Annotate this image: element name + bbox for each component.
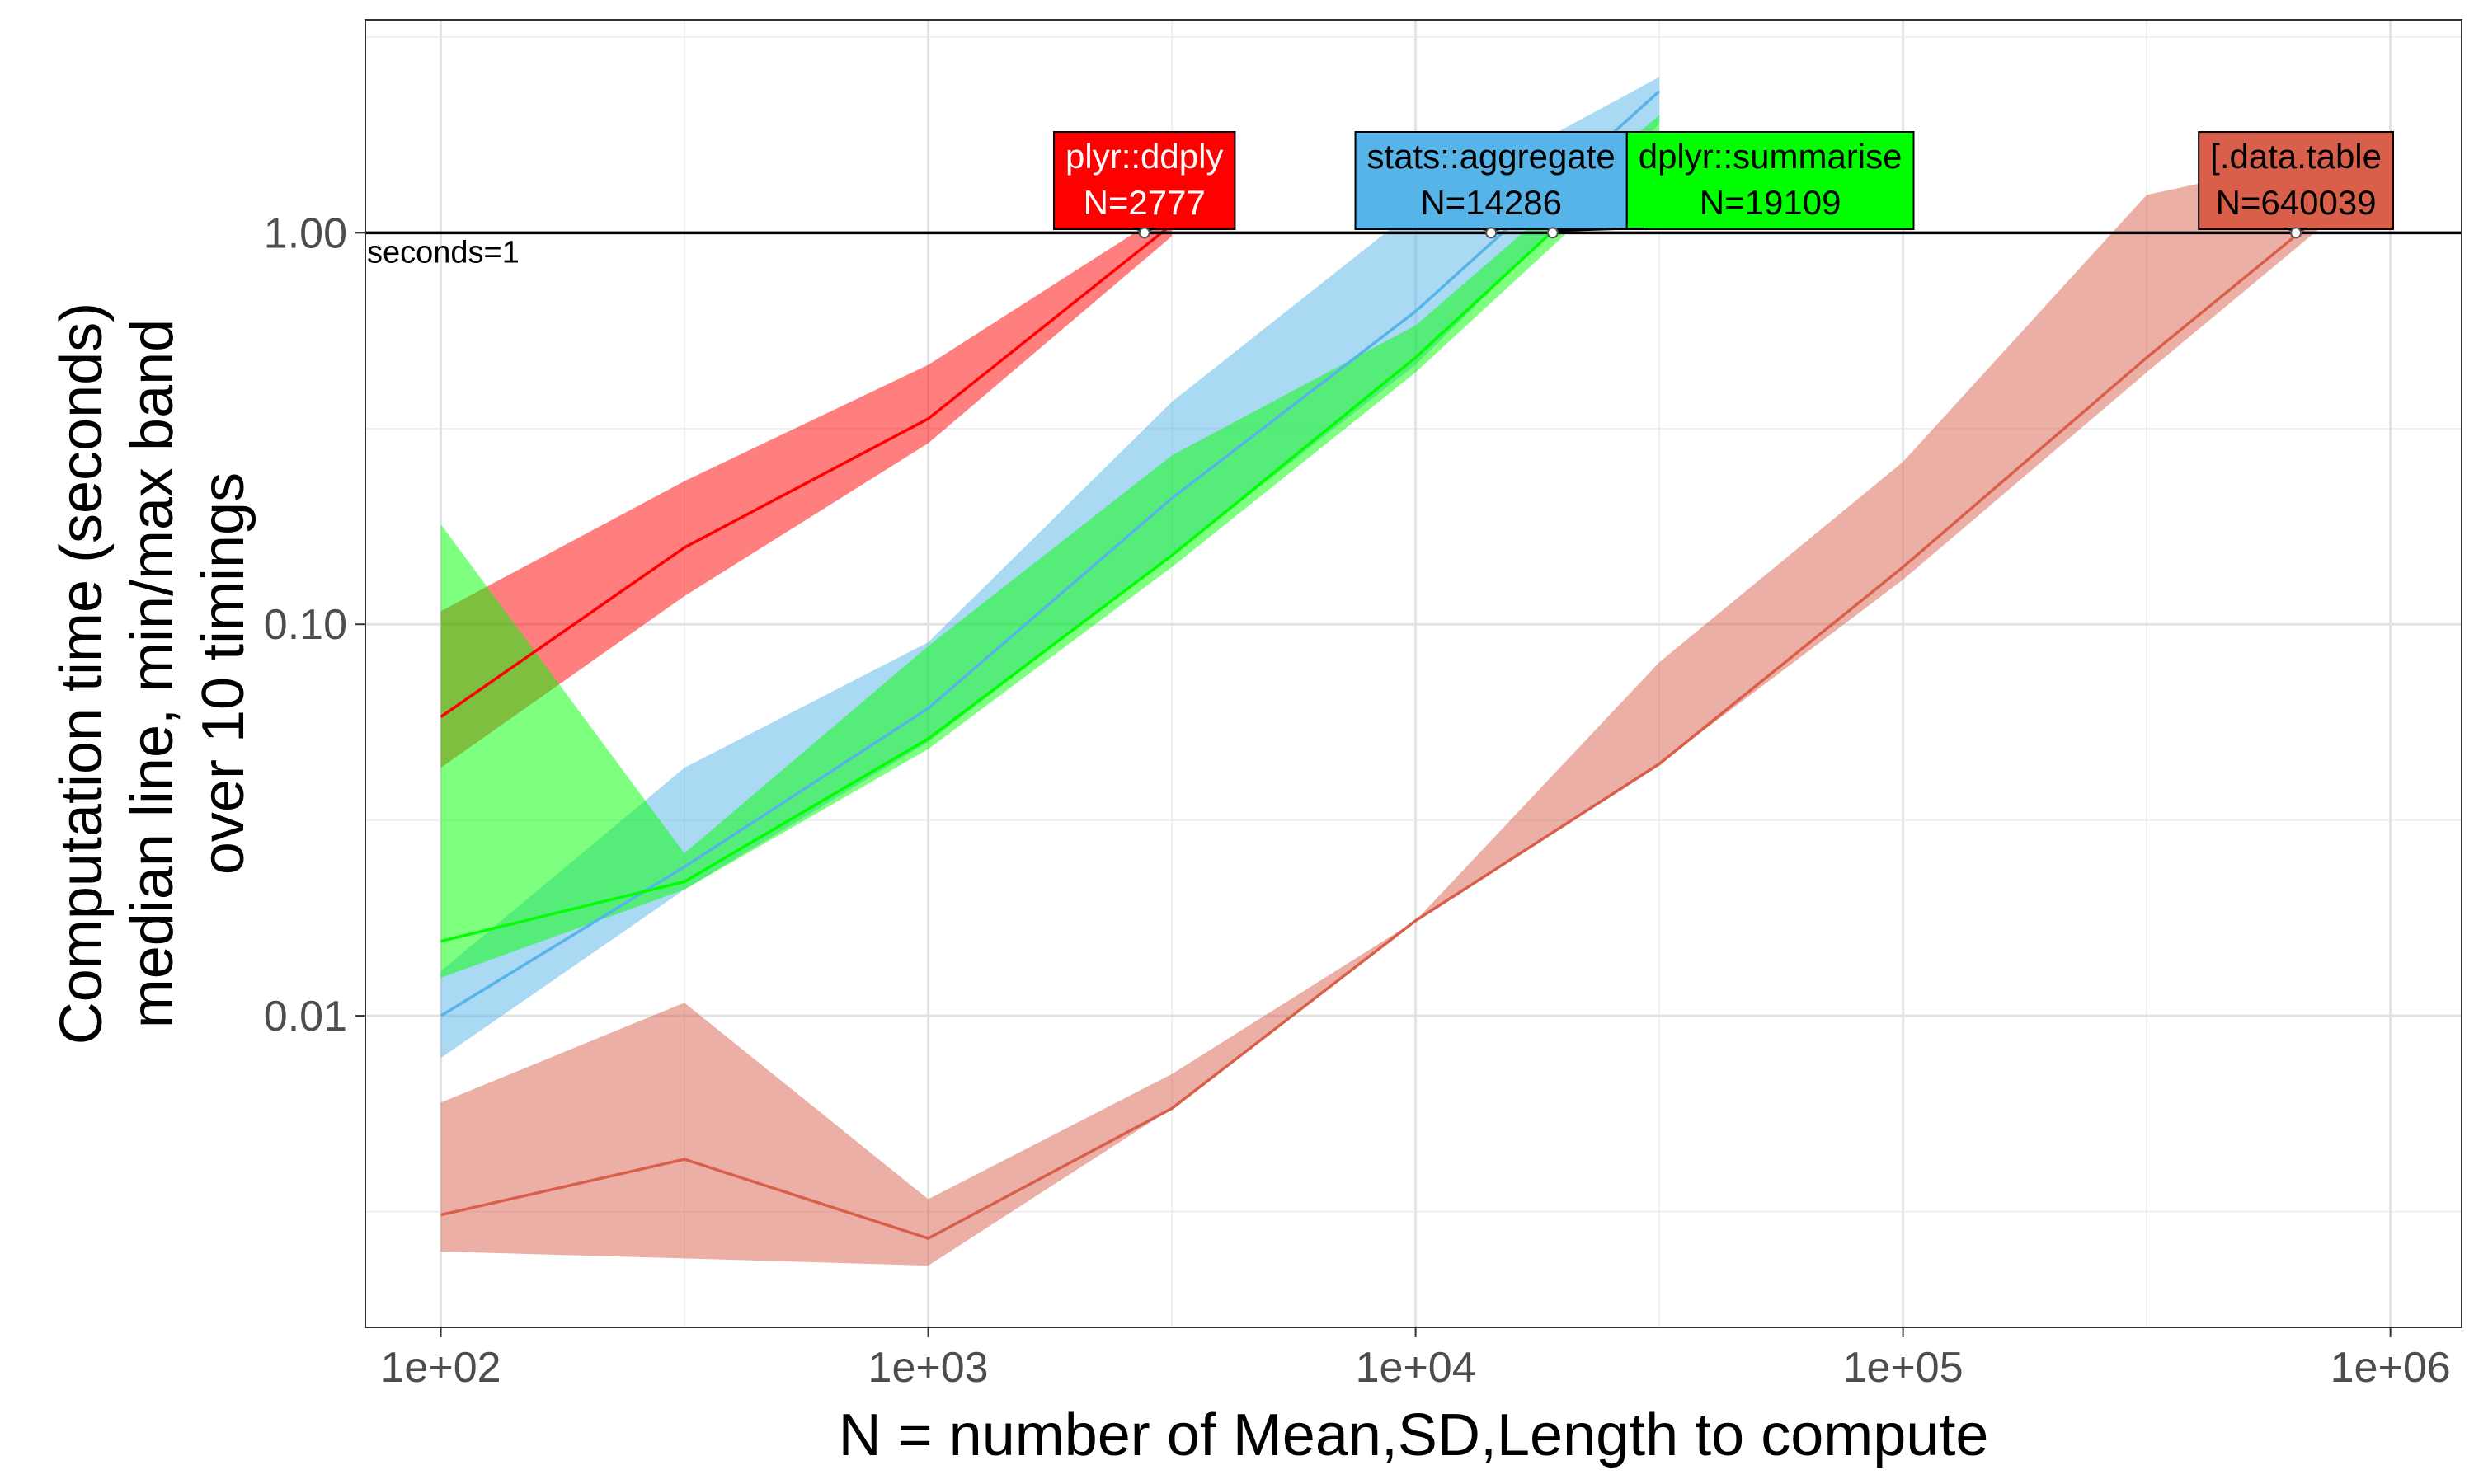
callout-series-name: stats::aggregate xyxy=(1367,137,1616,176)
x-tick-label: 1e+06 xyxy=(2331,1344,2451,1392)
y-tick-label: 0.01 xyxy=(264,993,347,1040)
y-tick-label: 1.00 xyxy=(264,209,347,257)
y-axis-title-line: median line, min/max band xyxy=(120,319,186,1028)
callout-point xyxy=(1485,227,1498,239)
callout-box xyxy=(2198,131,2395,230)
callout-series-name: [.data.table xyxy=(2210,137,2382,176)
callout-series-name: dplyr::summarise xyxy=(1639,137,1903,176)
callout-n-value: N=2777 xyxy=(1084,183,1206,222)
series-median-lines xyxy=(440,90,2392,1240)
reference-line-label: seconds=1 xyxy=(367,235,520,270)
y-axis: 0.01 0.10 1.00 xyxy=(264,209,365,1040)
callout-n-value: N=14286 xyxy=(1420,183,1562,222)
x-tick-label: 1e+02 xyxy=(381,1344,501,1392)
band-2 xyxy=(440,115,1660,979)
callout-box xyxy=(1625,131,1915,230)
callout-point xyxy=(1138,227,1150,239)
callout-n-value: N=19109 xyxy=(1700,183,1841,222)
callout-box xyxy=(1053,131,1236,230)
callout-series-name: plyr::ddply xyxy=(1065,137,1223,176)
x-tick-label: 1e+05 xyxy=(1843,1344,1964,1392)
median-line-0 xyxy=(440,223,1174,718)
x-tick-label: 1e+04 xyxy=(1356,1344,1476,1392)
x-axis-title: N = number of Mean,SD,Length to compute xyxy=(839,1402,1989,1468)
median-line-2 xyxy=(440,131,1661,943)
callout-point xyxy=(1546,227,1559,239)
y-axis-title-line: over 10 timings xyxy=(190,472,256,875)
callout-pointer xyxy=(1552,228,1644,232)
band-3 xyxy=(440,142,2391,1266)
median-line-3 xyxy=(440,157,2392,1240)
y-tick-label: 0.10 xyxy=(264,601,347,649)
reference-line-group: seconds=1 xyxy=(365,231,2462,270)
series-bands xyxy=(440,77,2391,1266)
callout-3: [.data.table N=640039 xyxy=(2198,131,2395,239)
panel-border xyxy=(365,19,2462,1328)
y-axis-title: Computation time (seconds) median line, m… xyxy=(49,303,256,1045)
callout-n-value: N=640039 xyxy=(2216,183,2377,222)
band-0 xyxy=(440,209,1173,768)
callout-point xyxy=(2290,227,2302,239)
x-axis: 1e+02 1e+03 1e+04 1e+05 1e+06 xyxy=(381,1327,2451,1392)
callout-box xyxy=(1354,131,1628,230)
x-tick-label: 1e+03 xyxy=(868,1344,989,1392)
y-axis-title-line: Computation time (seconds) xyxy=(49,303,115,1045)
